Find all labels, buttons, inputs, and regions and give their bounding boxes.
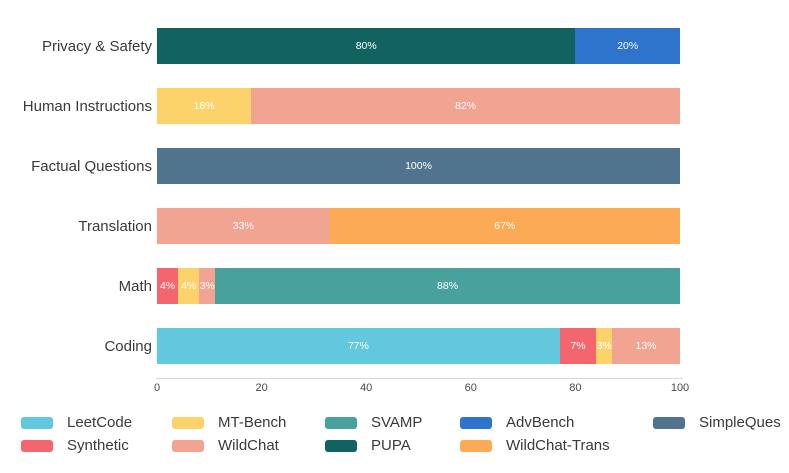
category-label: Coding [104, 337, 152, 355]
legend-swatch [460, 439, 492, 452]
category-label: Translation [78, 217, 152, 235]
bar-segment-simpleques: 100% [157, 148, 680, 184]
x-axis-line [156, 378, 683, 379]
legend-item-pupa: PUPA [325, 437, 460, 454]
legend-item-leetcode: LeetCode [21, 414, 172, 431]
segment-value-label: 7% [570, 339, 586, 352]
bar-segment-wildchat: 3% [199, 268, 216, 304]
bar-track: 77% 7% 3% 13% [157, 328, 680, 364]
bar-track: 100% [157, 148, 680, 184]
legend-row: Synthetic WildChat PUPA WildChat-Trans [0, 434, 789, 457]
bar-rows-container: Privacy & Safety 80% 20% Human Instructions… [0, 16, 789, 376]
segment-value-label: 80% [355, 39, 377, 52]
bar-track: 18% 82% [157, 88, 680, 124]
bar-row: Human Instructions 18% 82% [0, 76, 789, 136]
bar-segment-wildchat: 13% [612, 328, 680, 364]
legend-label: LeetCode [67, 414, 133, 431]
bar-row: Translation 33% 67% [0, 196, 789, 256]
bar-segment-wildchat-trans: 67% [329, 208, 680, 244]
bar-segment-advbench: 20% [575, 28, 680, 64]
bar-row: Factual Questions 100% [0, 136, 789, 196]
legend-swatch [325, 439, 357, 452]
bar-segment-mt-bench: 18% [157, 88, 252, 124]
bar-track: 4% 4% 3% 88% [157, 268, 680, 304]
bar-segment-mt-bench: 3% [596, 328, 612, 364]
legend-item-wildchat: WildChat [172, 437, 325, 454]
bar-segment-synthetic: 7% [559, 328, 597, 364]
bar-segment-mt-bench: 4% [178, 268, 200, 304]
segment-value-label: 3% [596, 339, 612, 352]
segment-value-label: 88% [437, 279, 459, 292]
segment-value-label: 3% [199, 279, 215, 292]
legend-label: WildChat [218, 437, 279, 454]
legend-item-synthetic: Synthetic [21, 437, 172, 454]
bar-row: Math 4% 4% 3% 88% [0, 256, 789, 316]
legend-swatch [460, 416, 492, 429]
legend-item-mt-bench: MT-Bench [172, 414, 325, 431]
axis-tick-label: 60 [464, 382, 477, 394]
segment-value-label: 20% [617, 39, 639, 52]
legend-label: SVAMP [371, 414, 423, 431]
segment-value-label: 82% [455, 99, 477, 112]
legend-label: AdvBench [506, 414, 575, 431]
axis-tick-label: 0 [153, 382, 161, 394]
legend-item-advbench: AdvBench [460, 414, 653, 431]
legend-label: SimpleQues [699, 414, 781, 431]
bar-track: 80% 20% [157, 28, 680, 64]
segment-value-label: 77% [347, 339, 369, 352]
legend-item-simpleques: SimpleQues [653, 414, 789, 431]
legend-item-svamp: SVAMP [325, 414, 460, 431]
axis-tick-label: 20 [255, 382, 268, 394]
axis-tick-label: 100 [670, 382, 690, 394]
segment-value-label: 4% [159, 279, 176, 292]
category-label: Math [118, 277, 152, 295]
legend-label: PUPA [371, 437, 411, 454]
legend-label: MT-Bench [218, 414, 287, 431]
legend-row: LeetCode MT-Bench SVAMP AdvBench SimpleQues [0, 411, 789, 434]
x-axis-tick-labels: 0 20 40 60 80 100 [153, 382, 689, 396]
bar-row: Coding 77% 7% 3% 13% [0, 316, 789, 376]
segment-value-label: 100% [405, 159, 432, 172]
bar-segment-wildchat: 33% [157, 208, 330, 244]
segment-value-label: 67% [494, 219, 516, 232]
bar-segment-wildchat: 82% [251, 88, 680, 124]
bar-segment-leetcode: 77% [157, 328, 560, 364]
legend-item-wildchat-trans: WildChat-Trans [460, 437, 653, 454]
category-label: Factual Questions [31, 157, 152, 175]
segment-value-label: 13% [635, 339, 657, 352]
legend-label: WildChat-Trans [506, 437, 610, 454]
category-label: Human Instructions [22, 97, 152, 115]
axis-tick-label: 80 [569, 382, 582, 394]
segment-value-label: 18% [193, 99, 215, 112]
legend-swatch [653, 416, 685, 429]
bar-row: Privacy & Safety 80% 20% [0, 16, 789, 76]
segment-value-label: 4% [181, 279, 197, 292]
legend: LeetCode MT-Bench SVAMP AdvBench SimpleQues S… [0, 411, 789, 457]
legend-swatch [21, 439, 53, 452]
legend-swatch [325, 416, 357, 429]
bar-segment-pupa: 80% [157, 28, 576, 64]
legend-swatch [172, 416, 204, 429]
bar-segment-svamp: 88% [215, 268, 680, 304]
segment-value-label: 33% [232, 219, 254, 232]
legend-swatch [172, 439, 204, 452]
legend-label: Synthetic [67, 437, 129, 454]
legend-swatch [21, 416, 53, 429]
bar-segment-synthetic: 4% [157, 268, 179, 304]
axis-tick-label: 40 [360, 382, 373, 394]
bar-track: 33% 67% [157, 208, 680, 244]
category-label: Privacy & Safety [41, 37, 152, 55]
